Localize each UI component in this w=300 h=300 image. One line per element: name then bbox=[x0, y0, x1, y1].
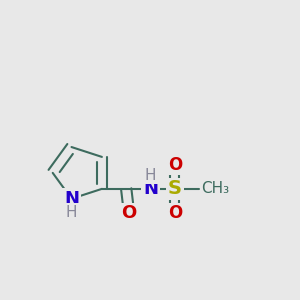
Text: N: N bbox=[143, 180, 158, 198]
Text: O: O bbox=[168, 155, 182, 173]
Text: CH₃: CH₃ bbox=[202, 182, 230, 196]
Text: N: N bbox=[64, 190, 79, 208]
Text: O: O bbox=[122, 204, 137, 222]
Text: H: H bbox=[145, 168, 156, 183]
Text: O: O bbox=[168, 204, 182, 222]
Text: S: S bbox=[168, 179, 182, 198]
Text: H: H bbox=[66, 205, 77, 220]
